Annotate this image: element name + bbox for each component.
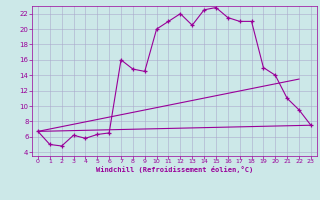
X-axis label: Windchill (Refroidissement éolien,°C): Windchill (Refroidissement éolien,°C) [96, 166, 253, 173]
